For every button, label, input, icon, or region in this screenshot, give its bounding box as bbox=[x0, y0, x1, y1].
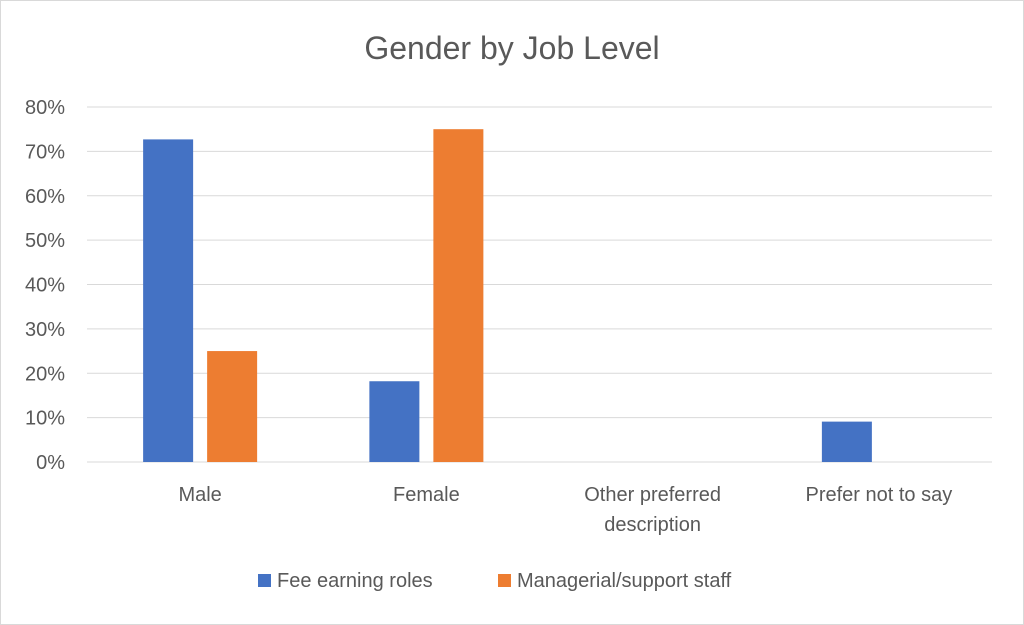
bars bbox=[143, 129, 872, 463]
bar-fee-earning-roles-0 bbox=[143, 139, 194, 463]
y-tick-label: 30% bbox=[25, 319, 65, 341]
legend-label: Managerial/support staff bbox=[517, 570, 732, 592]
y-tick-label: 50% bbox=[25, 230, 65, 252]
y-tick-label: 60% bbox=[25, 186, 65, 208]
y-tick-label: 80% bbox=[25, 97, 65, 119]
x-category-label: Other preferred bbox=[584, 484, 721, 506]
bar-fee-earning-roles-1 bbox=[369, 381, 420, 462]
x-category-label: description bbox=[604, 514, 701, 536]
x-category-label: Female bbox=[393, 484, 460, 506]
legend-label: Fee earning roles bbox=[277, 570, 433, 592]
y-tick-label: 40% bbox=[25, 275, 65, 297]
legend: Fee earning roles Managerial/support staf… bbox=[258, 570, 732, 592]
y-tick-label: 70% bbox=[25, 141, 65, 163]
x-axis-categories: Male Female Other preferred description Pref… bbox=[178, 484, 952, 536]
chart-title: Gender by Job Level bbox=[364, 30, 659, 66]
bar-fee-earning-roles-3 bbox=[821, 421, 872, 462]
bar-managerial-support-staff-0 bbox=[207, 351, 258, 462]
x-category-label: Prefer not to say bbox=[806, 484, 953, 506]
legend-swatch bbox=[498, 574, 511, 587]
y-tick-label: 10% bbox=[25, 408, 65, 430]
y-axis-ticks: 0% 10% 20% 30% 40% 50% 60% 70% 80% bbox=[25, 97, 65, 474]
y-tick-label: 20% bbox=[25, 363, 65, 385]
y-tick-label: 0% bbox=[36, 452, 65, 474]
legend-swatch bbox=[258, 574, 271, 587]
bar-managerial-support-staff-1 bbox=[433, 129, 484, 462]
x-category-label: Male bbox=[178, 484, 221, 506]
